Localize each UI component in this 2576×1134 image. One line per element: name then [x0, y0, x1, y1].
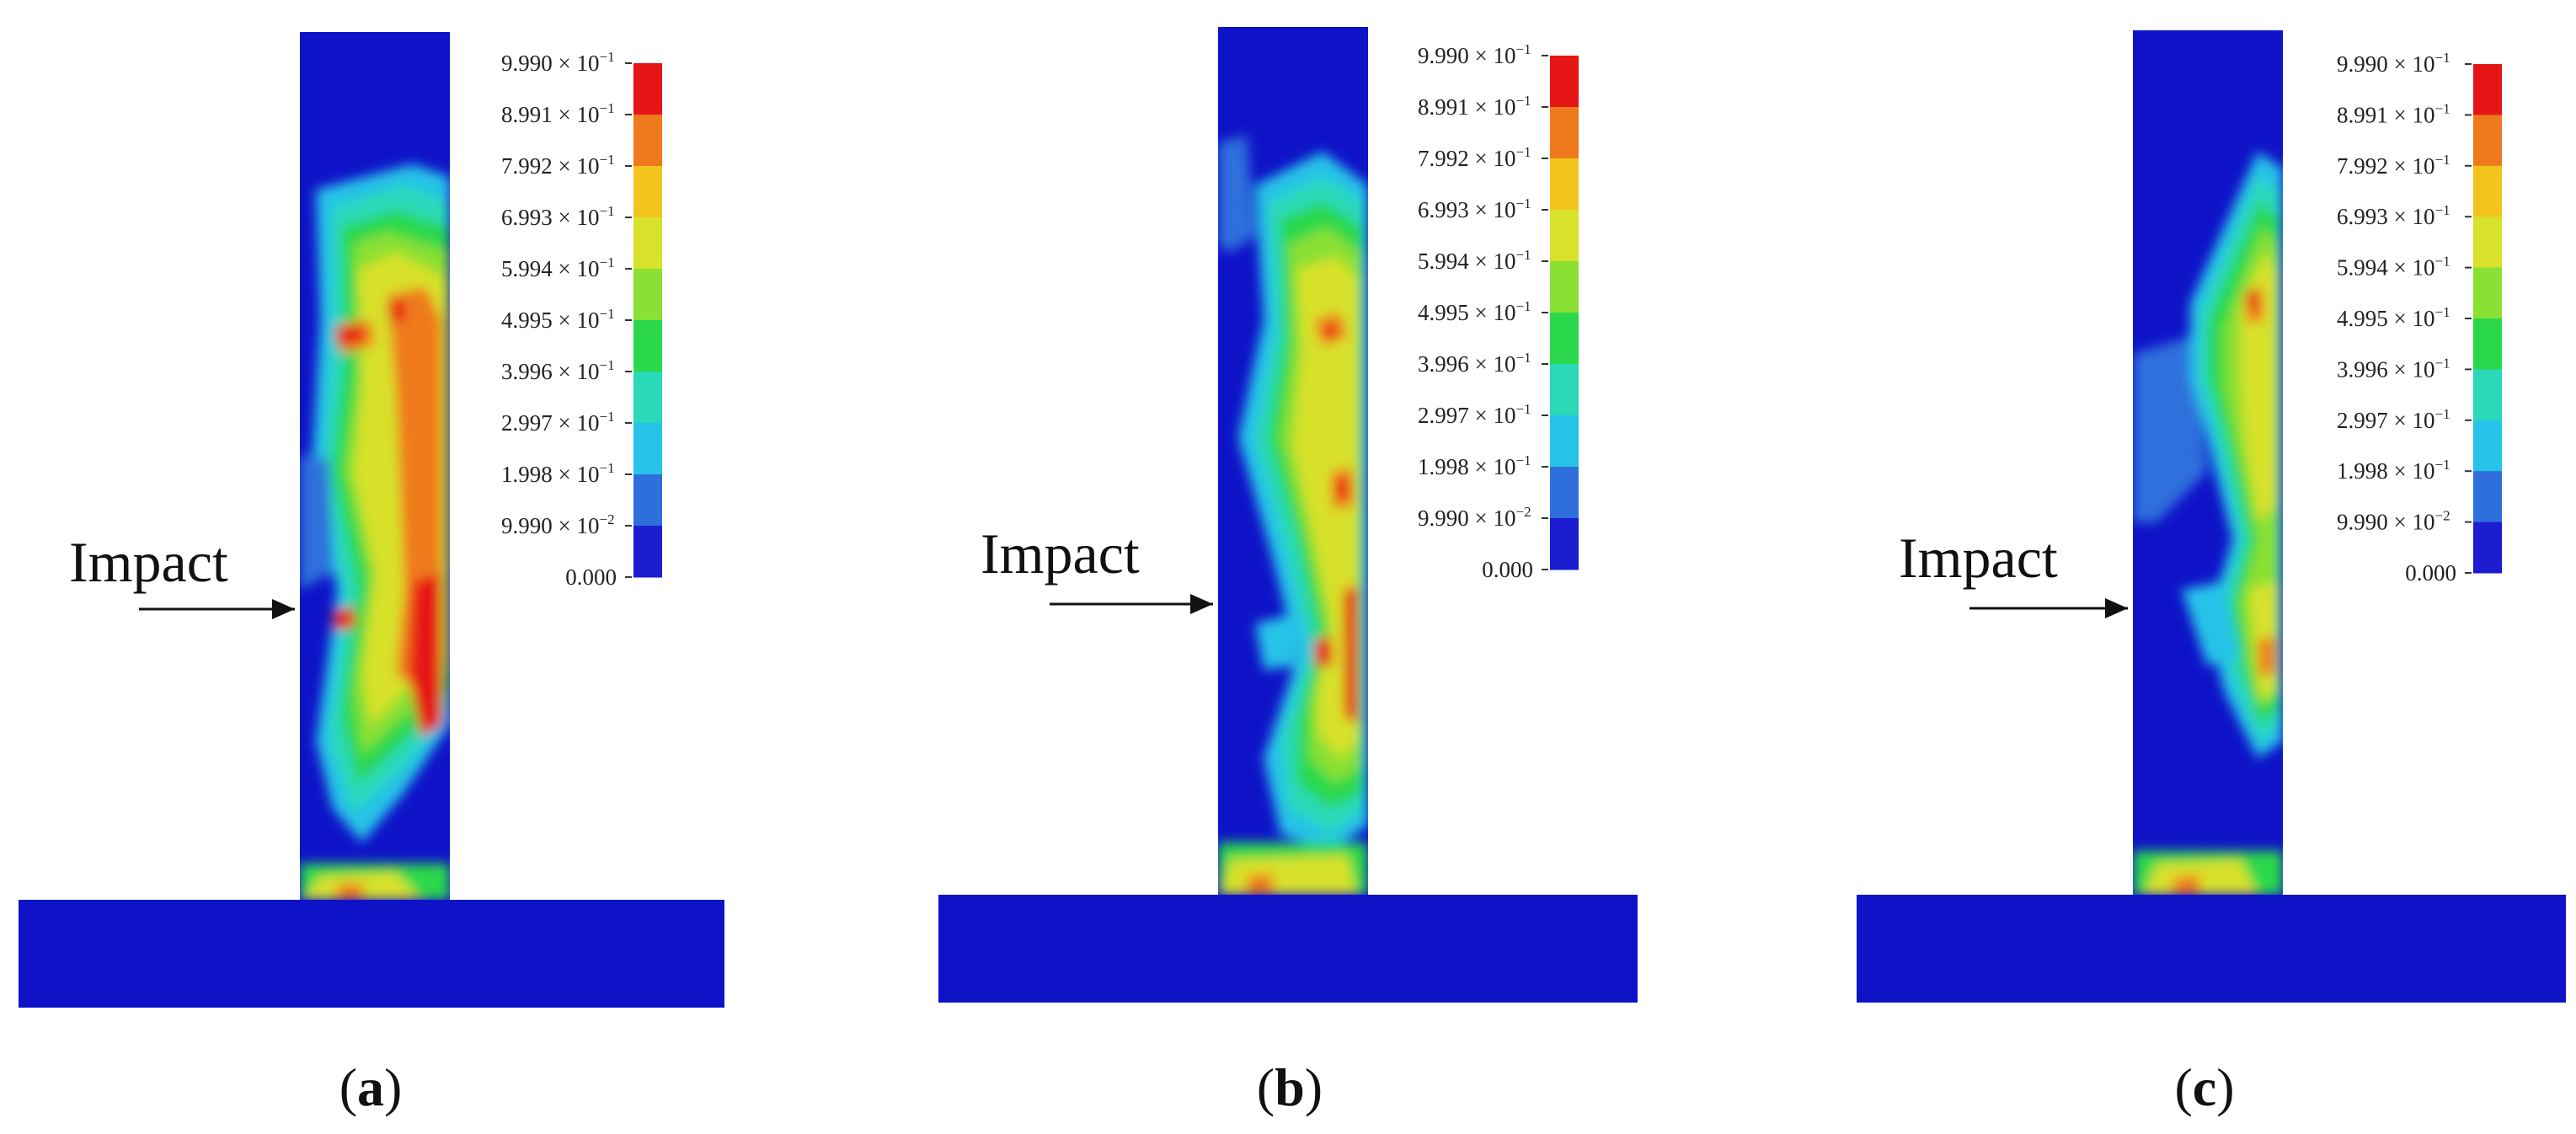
legend-color-band	[2473, 471, 2502, 523]
legend-color-band	[2473, 267, 2502, 319]
legend-label: 9.990 × 10−1	[501, 49, 615, 76]
legend-color-band	[1550, 467, 1579, 519]
legend-label: 7.992 × 10−1	[501, 152, 615, 179]
legend-color-band	[2473, 165, 2502, 217]
legend-label: 9.990 × 10−2	[2337, 508, 2450, 535]
legend-label: 1.998 × 10−1	[2337, 457, 2450, 484]
foundation-a	[19, 900, 724, 1008]
panel-b: Impact 9.990 × 10−1 8.991 × 10−1 7.992 × 1…	[938, 27, 1638, 1117]
legend-color-band	[2473, 115, 2502, 167]
legend-label: 8.991 × 10−1	[1418, 93, 1531, 120]
legend-color-band	[633, 474, 662, 527]
damage-contour-c	[2133, 152, 2283, 895]
legend-label: 9.990 × 10−1	[1418, 41, 1531, 68]
legend-color-band	[1550, 313, 1579, 365]
legend-label: 6.993 × 10−1	[1418, 195, 1531, 222]
caption-c: (c)	[2174, 1057, 2234, 1117]
column-b	[1218, 27, 1368, 895]
impact-label-b: Impact	[981, 522, 1140, 586]
damage-contour-b	[1218, 135, 1368, 895]
legend-label: 9.990 × 10−1	[2337, 50, 2450, 77]
impact-label-c: Impact	[1899, 526, 2058, 590]
legend-color-band	[633, 423, 662, 475]
legend-label: 4.995 × 10−1	[1418, 298, 1531, 325]
impact-label-a: Impact	[69, 530, 228, 594]
legend-label: 3.996 × 10−1	[501, 357, 615, 384]
legend-color-band	[2473, 369, 2502, 421]
legend-label: 1.998 × 10−1	[501, 460, 615, 487]
column-a	[300, 32, 450, 900]
damage-contour-a	[300, 164, 450, 900]
legend-label: 4.995 × 10−1	[2337, 304, 2450, 331]
legend-color-band	[633, 526, 662, 578]
legend-color-band	[1550, 518, 1579, 570]
legend-label: 4.995 × 10−1	[501, 306, 615, 333]
legend-label: 5.994 × 10−1	[2337, 254, 2450, 281]
legend-label: 7.992 × 10−1	[1418, 144, 1531, 171]
legend-label: 2.997 × 10−1	[501, 409, 615, 436]
legend-label: 3.996 × 10−1	[1418, 350, 1531, 377]
legend-color-band	[633, 166, 662, 218]
legend-color-band	[1550, 364, 1579, 416]
legend-color-band	[2473, 420, 2502, 472]
legend-color-band	[2473, 217, 2502, 269]
color-legend-b: 9.990 × 10−1 8.991 × 10−1 7.992 × 10−1 6.99…	[1418, 41, 1579, 582]
legend-color-band	[2473, 318, 2502, 370]
legend-label: 8.991 × 10−1	[501, 100, 615, 127]
legend-label: 0.000	[565, 564, 617, 590]
impact-marker-c: Impact	[1899, 526, 2128, 618]
legend-label: 9.990 × 10−2	[501, 511, 615, 538]
legend-color-band	[2473, 522, 2502, 574]
impact-marker-a: Impact	[69, 530, 295, 619]
color-legend-c: 9.990 × 10−1 8.991 × 10−1 7.992 × 10−1 6.99…	[2337, 50, 2502, 586]
legend-color-band	[1550, 210, 1579, 262]
foundation-c	[1857, 895, 2566, 1003]
legend-color-band	[633, 269, 662, 321]
legend-label: 0.000	[2405, 560, 2456, 586]
panel-a: Impact 9.990 × 10−1 8.991 × 10−1 7.992 × 1…	[19, 32, 724, 1117]
legend-label: 6.993 × 10−1	[501, 203, 615, 230]
foundation-b	[938, 895, 1638, 1003]
legend-color-band	[633, 63, 662, 115]
legend-label: 2.997 × 10−1	[1418, 401, 1531, 428]
legend-label: 6.993 × 10−1	[2337, 202, 2450, 229]
legend-label: 1.998 × 10−1	[1418, 452, 1531, 479]
color-legend-a: 9.990 × 10−1 8.991 × 10−1 7.992 × 10−1 6.99…	[501, 49, 662, 590]
caption-a: (a)	[339, 1057, 403, 1117]
legend-label: 2.997 × 10−1	[2337, 406, 2450, 433]
legend-label: 8.991 × 10−1	[2337, 100, 2450, 127]
legend-color-band	[1550, 158, 1579, 211]
legend-color-band	[633, 217, 662, 270]
legend-color-band	[633, 320, 662, 372]
legend-color-band	[1550, 261, 1579, 313]
legend-label: 3.996 × 10−1	[2337, 355, 2450, 382]
legend-color-band	[1550, 56, 1579, 108]
legend-label: 5.994 × 10−1	[501, 254, 615, 281]
legend-label: 9.990 × 10−2	[1418, 504, 1531, 531]
panel-c: Impact 9.990 × 10−1 8.991 × 10−1 7.992 × 1…	[1857, 30, 2566, 1117]
legend-color-band	[2473, 64, 2502, 115]
caption-b: (b)	[1257, 1057, 1323, 1117]
legend-label: 0.000	[1482, 557, 1533, 582]
legend-color-band	[1550, 107, 1579, 159]
legend-label: 5.994 × 10−1	[1418, 247, 1531, 274]
legend-color-band	[633, 115, 662, 167]
column-c	[2133, 30, 2283, 895]
impact-marker-b: Impact	[981, 522, 1213, 614]
legend-label: 7.992 × 10−1	[2337, 152, 2450, 179]
legend-color-band	[633, 372, 662, 424]
legend-color-band	[1550, 415, 1579, 468]
